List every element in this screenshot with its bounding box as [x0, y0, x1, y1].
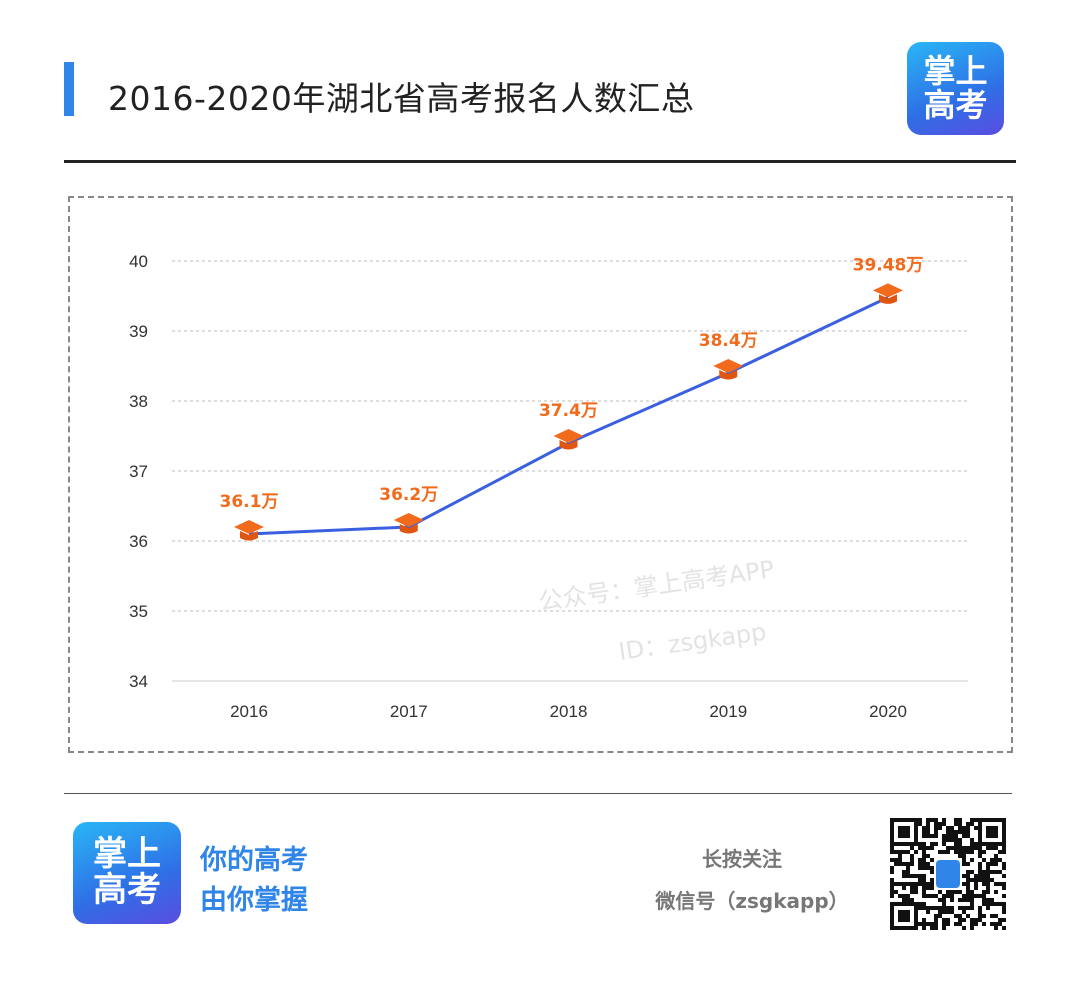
data-label: 37.4万: [539, 401, 598, 421]
logo-text: 高考: [923, 85, 988, 124]
slogan-line: 你的高考: [200, 845, 308, 876]
watermark: 公众号：掌上高考APP: [537, 555, 776, 616]
x-tick-label: 2017: [390, 702, 428, 721]
line-chart: 公众号：掌上高考APP ID：zsgkapp 34 35 36 37 38 39 40 201…: [129, 252, 968, 721]
slogan-line: 由你掌握: [200, 885, 308, 916]
data-label: 36.2万: [379, 485, 438, 505]
title-accent-bar: [64, 62, 74, 116]
watermarks: 公众号：掌上高考APP ID：zsgkapp: [537, 555, 776, 666]
x-tick-label: 2020: [869, 702, 907, 721]
graduation-cap-icon: [713, 359, 744, 380]
y-tick-label: 37: [129, 462, 148, 481]
page-title: 2016-2020年湖北省高考报名人数汇总: [108, 79, 695, 118]
graduation-cap-icon: [553, 429, 584, 450]
divider: [64, 160, 1016, 163]
footer-logo: 掌上 高考: [73, 822, 181, 924]
y-tick-label: 35: [129, 602, 148, 621]
y-tick-label: 34: [129, 672, 148, 691]
logo-text: 掌上: [923, 51, 988, 90]
wechat-id: 微信号（zsgkapp）: [655, 889, 849, 913]
qr-code[interactable]: [890, 818, 1006, 930]
qr-center-logo: [936, 860, 960, 888]
y-tick-label: 40: [129, 252, 148, 271]
divider: [64, 793, 1012, 794]
x-tick-label: 2016: [230, 702, 268, 721]
logo-text: 高考: [93, 870, 161, 910]
app-logo: 掌上 高考: [907, 42, 1004, 135]
x-tick-label: 2019: [709, 702, 747, 721]
y-tick-label: 39: [129, 322, 148, 341]
y-tick-label: 38: [129, 392, 148, 411]
data-label: 38.4万: [699, 331, 758, 351]
data-label: 36.1万: [220, 492, 279, 512]
chart-frame: [68, 196, 1013, 753]
y-tick-label: 36: [129, 532, 148, 551]
follow-text: 长按关注: [702, 847, 782, 871]
logo-text: 掌上: [93, 834, 161, 875]
graduation-cap-icon: [234, 520, 264, 541]
graduation-cap-icon: [873, 283, 903, 304]
watermark: ID：zsgkapp: [617, 618, 768, 666]
graduation-cap-icon: [393, 513, 424, 534]
data-label: 39.48万: [853, 255, 924, 275]
x-tick-label: 2018: [550, 702, 588, 721]
